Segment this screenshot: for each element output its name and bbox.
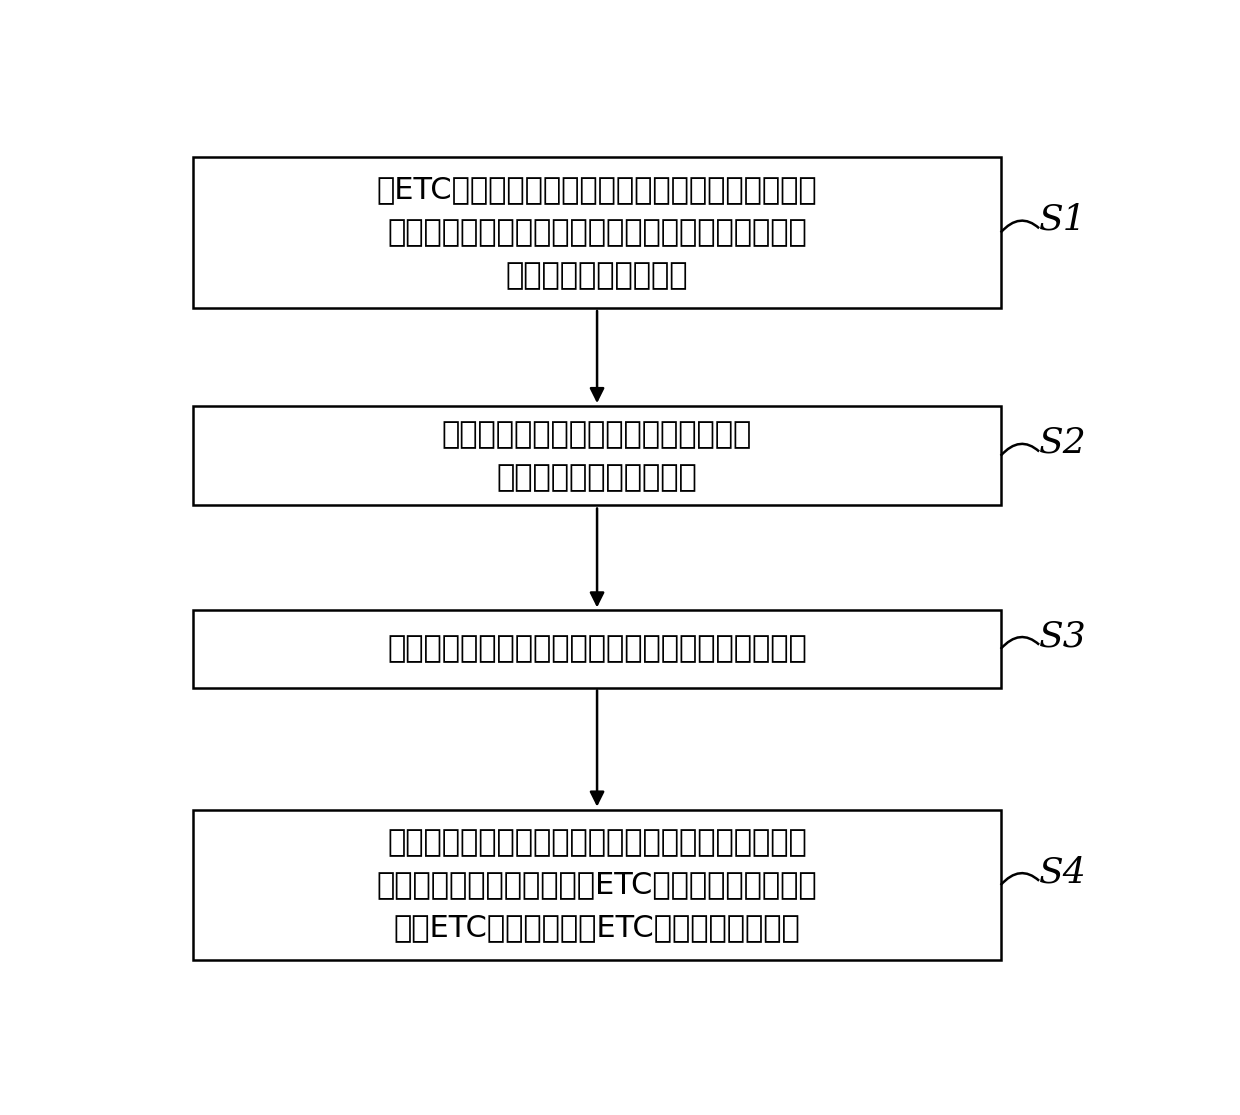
Text: 车载单元发行设备将用户个性化信息发送到车载单元: 车载单元发行设备将用户个性化信息发送到车载单元 (387, 634, 807, 663)
Text: 车载单元接收车载单元发行设备发送的用户个性化信
息，完成其二次发行，并将ETC用户卡个性化信息发
送到ETC用户卡，完成ETC用户卡的二次发行: 车载单元接收车载单元发行设备发送的用户个性化信 息，完成其二次发行，并将ETC用… (377, 827, 817, 942)
Text: S2: S2 (1039, 426, 1087, 459)
FancyBboxPatch shape (193, 406, 1001, 505)
FancyBboxPatch shape (193, 809, 1001, 960)
Text: S3: S3 (1039, 619, 1087, 653)
Text: 发行客户端将其存储的用户个性化信息
发送到车载单元发行设备: 发行客户端将其存储的用户个性化信息 发送到车载单元发行设备 (441, 420, 753, 492)
Text: S4: S4 (1039, 855, 1087, 889)
Text: S1: S1 (1039, 203, 1087, 236)
FancyBboxPatch shape (193, 610, 1001, 688)
Text: 将ETC用户卡插入车载单元内，将车载单元放置于车
载单元发行设备的微波通讯区域内，将车载单元发行
设备与发行客户端连接: 将ETC用户卡插入车载单元内，将车载单元放置于车 载单元发行设备的微波通讯区域内… (377, 175, 817, 290)
FancyBboxPatch shape (193, 157, 1001, 308)
